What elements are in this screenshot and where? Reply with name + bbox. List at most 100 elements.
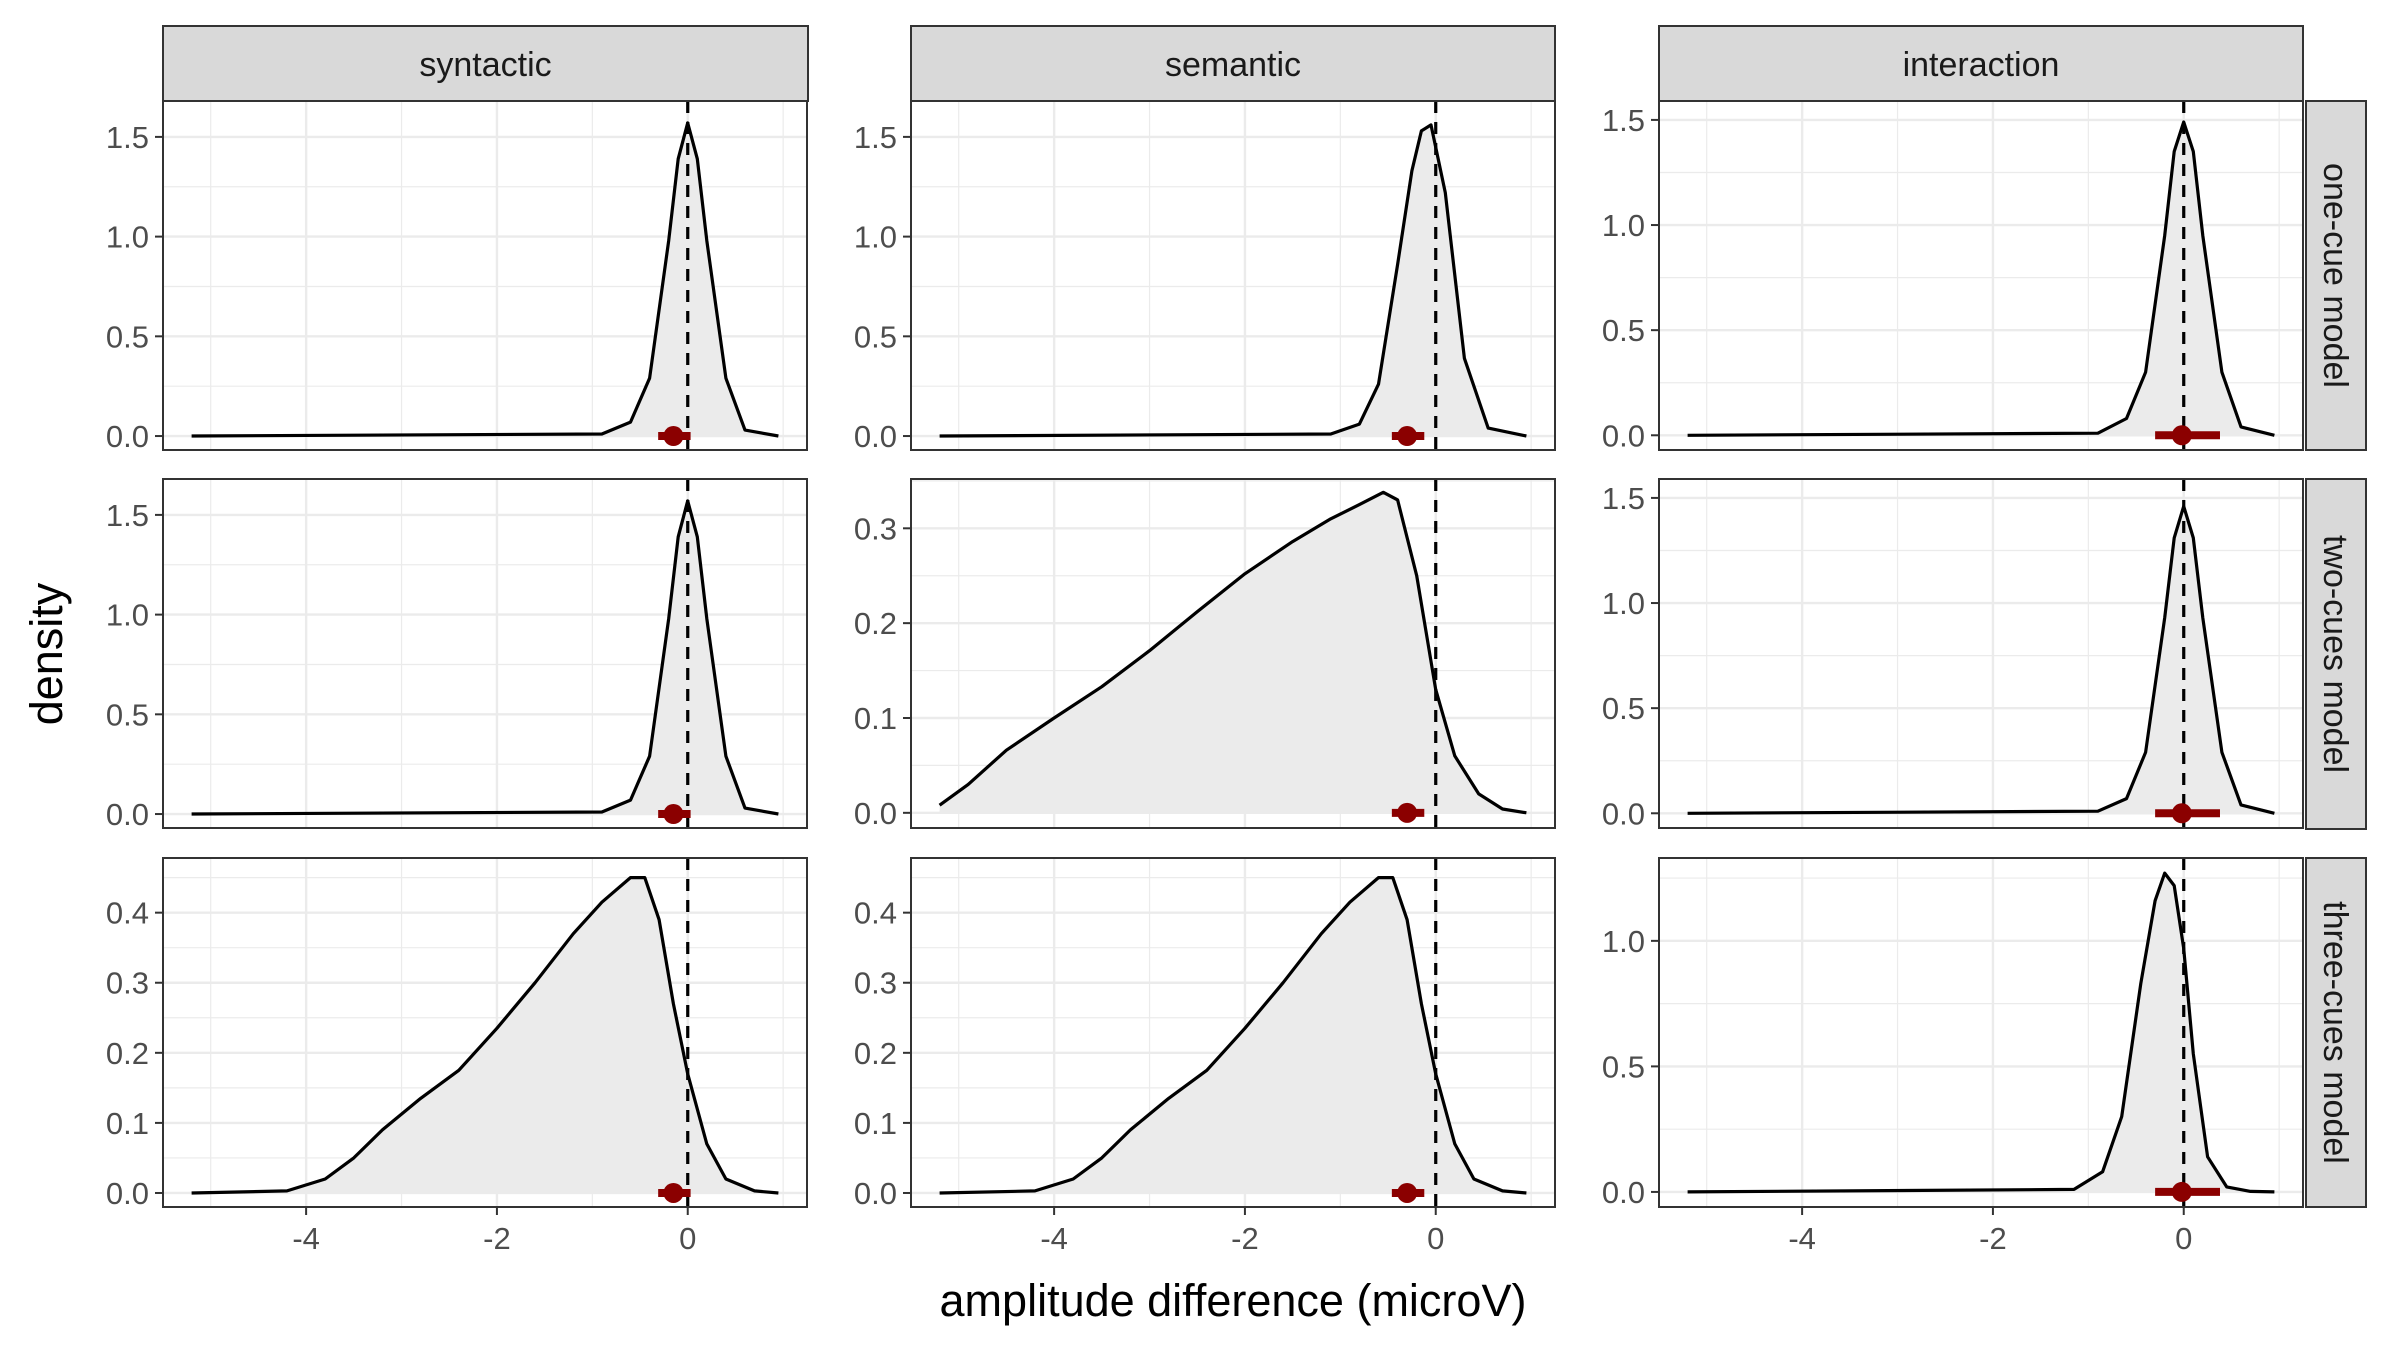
density-curve — [1687, 871, 2275, 1194]
y-tick-label: 0.5 — [106, 319, 149, 354]
y-tick-label: 1.0 — [1602, 208, 1645, 243]
density-curve — [939, 123, 1527, 438]
strip-label-interaction: interaction — [1903, 46, 2060, 84]
column-strips: syntactic semantic interaction — [162, 25, 2304, 102]
x-tick-label: -4 — [1040, 1221, 1068, 1256]
y-tick-label: 0.5 — [1602, 1049, 1645, 1084]
y-tick-label: 0.5 — [854, 319, 897, 354]
y-axis-title: density — [21, 582, 72, 725]
x-tick-label: -2 — [483, 1221, 511, 1256]
x-tick-label: -2 — [1231, 1221, 1259, 1256]
y-tick-label: 1.0 — [1602, 586, 1645, 621]
panel-border — [162, 857, 808, 1208]
density-area — [191, 877, 779, 1193]
strip-row-two-cues — [2305, 478, 2367, 830]
y-tick-label: 1.5 — [106, 120, 149, 155]
density-area — [191, 122, 779, 437]
panels: 0.00.51.01.50.00.51.01.50.00.51.01.50.00… — [106, 100, 2304, 1256]
posterior-mean-point — [1397, 802, 1418, 823]
panel-r1c0: 0.0 0.5 1.0 1.5 — [106, 478, 808, 832]
strip-col-syntactic — [162, 25, 809, 102]
panel-border — [910, 100, 1556, 451]
posterior-mean-point — [2171, 803, 2192, 824]
strip-label-two-cues-model: two-cues model — [2316, 535, 2354, 773]
density-curve — [191, 499, 779, 816]
y-tick-label: 0.5 — [1602, 691, 1645, 726]
y-tick-label: 0.2 — [106, 1036, 149, 1071]
density-curve — [191, 121, 779, 438]
density-area — [939, 877, 1527, 1193]
panel-r2c2: 0.0 0.5 1.0 -4 -2 0 — [1602, 857, 2304, 1256]
panel-r2c0: 0.0 0.1 0.2 0.3 0.4 -4 -2 0 — [106, 857, 808, 1256]
density-area — [1687, 122, 2275, 436]
panel-r1c2: 0.0 0.5 1.0 1.5 — [1602, 478, 2304, 831]
posterior-mean-point — [1397, 426, 1418, 447]
y-tick-label: 0.4 — [854, 896, 897, 931]
density-area — [939, 492, 1527, 813]
posterior-mean-point — [663, 804, 684, 825]
posterior-mean-point — [1397, 1182, 1418, 1203]
strip-row-one-cue — [2305, 100, 2367, 451]
strip-label-semantic: semantic — [1165, 46, 1301, 84]
density-curve — [1687, 120, 2275, 437]
y-tick-label: 0.0 — [854, 796, 897, 831]
x-tick-label: -2 — [1979, 1221, 2007, 1256]
row-strips: one-cue model two-cues model three-cues … — [2305, 100, 2367, 1208]
x-axis-title: amplitude difference (microV) — [940, 1275, 1527, 1326]
y-tick-label: 0.0 — [854, 419, 897, 454]
density-curve — [1687, 504, 2275, 815]
panel-border — [1658, 478, 2304, 829]
y-tick-label: 0.0 — [106, 797, 149, 832]
posterior-mean-point — [2171, 1181, 2192, 1202]
panel-border — [162, 100, 808, 451]
y-tick-label: 0.4 — [106, 896, 149, 931]
x-tick-label: 0 — [679, 1221, 696, 1256]
strip-row-three-cues — [2305, 857, 2367, 1208]
strip-col-semantic — [910, 25, 1556, 102]
y-tick-label: 0.0 — [1602, 418, 1645, 453]
strip-label-one-cue-model: one-cue model — [2316, 163, 2354, 388]
strip-col-interaction — [1658, 25, 2304, 102]
panel-r0c0: 0.0 0.5 1.0 1.5 — [106, 100, 808, 454]
y-tick-label: 0.0 — [854, 1176, 897, 1211]
y-tick-label: 0.3 — [854, 966, 897, 1001]
density-area — [1687, 506, 2275, 814]
strip-label-syntactic: syntactic — [419, 46, 551, 84]
density-curve — [191, 876, 779, 1195]
y-tick-label: 0.2 — [854, 1036, 897, 1071]
y-tick-label: 0.3 — [106, 966, 149, 1001]
x-tick-label: -4 — [292, 1221, 320, 1256]
posterior-mean-point — [663, 1182, 684, 1203]
y-tick-label: 0.0 — [106, 419, 149, 454]
density-area — [939, 124, 1527, 437]
y-tick-label: 0.5 — [1602, 313, 1645, 348]
panel-r0c1: 0.0 0.5 1.0 1.5 — [854, 100, 1556, 454]
y-tick-label: 1.0 — [854, 220, 897, 255]
y-tick-label: 1.0 — [1602, 924, 1645, 959]
y-tick-label: 1.5 — [106, 498, 149, 533]
y-tick-label: 0.0 — [1602, 796, 1645, 831]
density-curve — [939, 876, 1527, 1195]
density-area — [191, 500, 779, 814]
y-tick-label: 1.5 — [1602, 481, 1645, 516]
panel-r0c2: 0.0 0.5 1.0 1.5 — [1602, 100, 2304, 453]
panel-r1c1: 0.0 0.1 0.2 0.3 — [854, 478, 1556, 831]
density-curve — [938, 490, 1527, 815]
y-tick-label: 0.5 — [106, 697, 149, 732]
panel-border — [910, 478, 1556, 829]
x-tick-label: 0 — [1427, 1221, 1444, 1256]
x-tick-label: -4 — [1788, 1221, 1816, 1256]
y-tick-label: 1.0 — [106, 598, 149, 633]
panel-border — [162, 478, 808, 829]
y-tick-label: 1.0 — [106, 220, 149, 255]
density-area — [1687, 873, 2275, 1192]
y-tick-label: 0.1 — [854, 1106, 897, 1141]
y-tick-label: 0.0 — [1602, 1175, 1645, 1210]
panel-border — [910, 857, 1556, 1208]
y-tick-label: 0.1 — [854, 701, 897, 736]
panel-border — [1658, 100, 2304, 451]
panel-r2c1: 0.0 0.1 0.2 0.3 0.4 -4 -2 0 — [854, 857, 1556, 1256]
y-tick-label: 1.5 — [854, 120, 897, 155]
y-tick-label: 1.5 — [1602, 103, 1645, 138]
